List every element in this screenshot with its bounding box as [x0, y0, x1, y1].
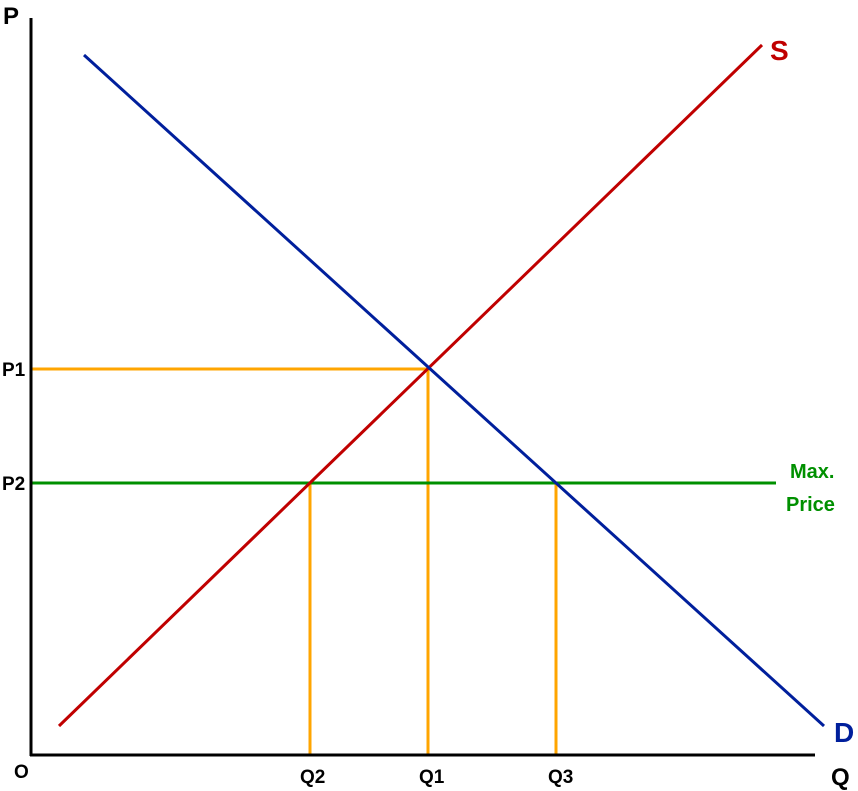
price-ceiling-label-line1: Max. — [790, 461, 834, 483]
p1-label: P1 — [2, 360, 26, 381]
supply-curve — [57, 43, 764, 728]
demand-curve-label: D — [834, 717, 854, 748]
q1-label: Q1 — [419, 767, 445, 788]
y-axis-label: P — [3, 3, 19, 30]
demand-curve — [82, 53, 826, 728]
p2-label: P2 — [2, 474, 25, 495]
supply-curve-label: S — [770, 35, 789, 66]
q2-label: Q2 — [300, 767, 325, 788]
origin-label: O — [14, 762, 29, 783]
q3-label: Q3 — [548, 767, 573, 788]
x-axis-label: Q — [831, 764, 850, 791]
price-ceiling-label-line2: Price — [786, 494, 835, 516]
